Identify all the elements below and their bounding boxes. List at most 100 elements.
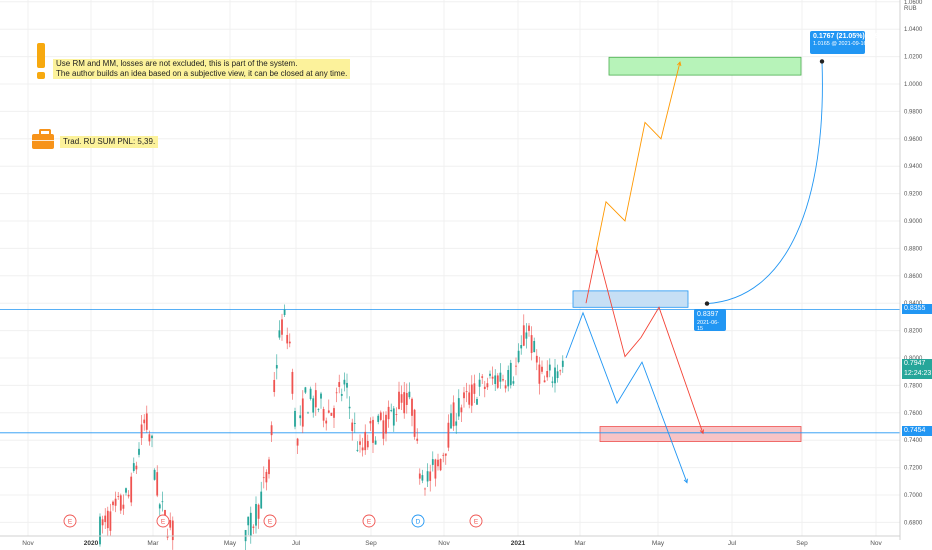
candle-body [494,375,497,385]
candle-up [554,358,556,393]
candle-down [135,461,138,475]
candle-down [166,528,169,541]
candle-body [247,516,250,526]
candle-body [468,392,471,405]
candle-body [481,376,484,378]
candle-body [125,488,127,493]
candle-down [416,428,419,444]
candle-down [444,453,447,465]
target-measure-tag[interactable]: 0.1767 (21.05%) in 93d 1.0165 @ 2021-09-… [810,31,887,54]
candle-body [515,365,517,367]
event-marker-circle [469,514,483,528]
candle-down [286,327,289,350]
candle-body [158,504,161,509]
candle-down [171,516,174,550]
time-tick-label: Mar [147,540,159,547]
candle-body [395,414,398,415]
candle-body [541,366,543,372]
red-projection-arrowhead [699,429,704,435]
candle-body [525,332,528,339]
candle-up [356,441,359,452]
candle-up [343,372,346,392]
blue-projection-arrowhead [683,478,688,484]
candle-down [465,382,468,403]
candle-down [463,386,465,408]
time-tick-label: Sep [365,540,377,547]
candle-body [317,408,320,410]
candle-up [304,386,307,395]
candle-body [301,398,304,427]
candle-body [465,391,468,393]
candle-down [385,411,387,442]
candle-body [390,410,393,412]
candle-down [140,415,143,445]
candle-body [561,360,564,367]
candle-body [374,440,377,445]
candle-up [476,396,478,405]
candle-body [260,491,263,509]
price-axis: 1.0600 1.0400 1.0200 1.0000 0.9800 0.9600 0.94… [899,0,923,540]
candle-up [283,304,286,318]
candle-body [122,504,125,509]
candle-down [538,356,541,395]
event-marker: E [63,514,77,528]
pnl-note: Trad. RU SUM PNL: 5,39. [60,136,159,148]
price-tick-label: 1.0200 [904,55,923,61]
candle-down [522,314,525,347]
time-tick-label: May [224,540,237,547]
projection-paths [565,61,704,484]
candle-body [538,364,541,384]
candle-up [294,407,296,430]
candle-body [476,398,478,405]
candle-down [281,313,283,341]
candle-up [244,529,247,550]
candle-up [278,320,281,340]
candle-body [408,391,411,398]
candle-body [314,390,317,408]
candle-down [327,399,330,414]
candle-body [130,476,133,503]
candle-body [437,459,439,467]
candle-body [304,387,307,393]
candle-body [491,376,494,379]
candle-up [299,405,302,426]
price-tick-label: 0.7600 [904,411,923,417]
candle-down [429,464,432,492]
candle-body [249,512,252,537]
candle-down [486,377,489,390]
candle-up [153,468,156,481]
candle-down [387,400,390,428]
candle-body [278,330,281,338]
candle-up [132,457,135,473]
time-axis: Nov 2020 Mar May Jul Sep Nov 2021 Mar May Jul Sep No… [0,535,900,547]
candle-up [260,481,263,509]
candle-body [255,504,257,526]
price-tick-label: 0.6800 [904,520,923,526]
candle-body [444,453,447,456]
candle-down [372,416,374,453]
candle-down [437,453,439,471]
candle-up [512,376,515,386]
candle-body [132,463,135,471]
entry-measure-tag[interactable]: 0.8397 2021-06-15 [694,309,726,332]
candle-down [335,387,338,403]
candle-body [351,422,354,431]
event-marker-circle [362,514,376,528]
candle-down [296,437,299,455]
candle-body [426,471,429,482]
candle-body [145,413,148,430]
candle-down [460,404,463,422]
candle-down [291,368,294,400]
candle-body [429,471,432,481]
candle-body [473,383,476,394]
candle-body [265,471,268,483]
candle-down [106,506,109,536]
candle-down [530,326,533,361]
candle-body [528,325,530,331]
candle-body [421,475,424,481]
candle-body [148,434,151,442]
candle-down [411,397,413,427]
